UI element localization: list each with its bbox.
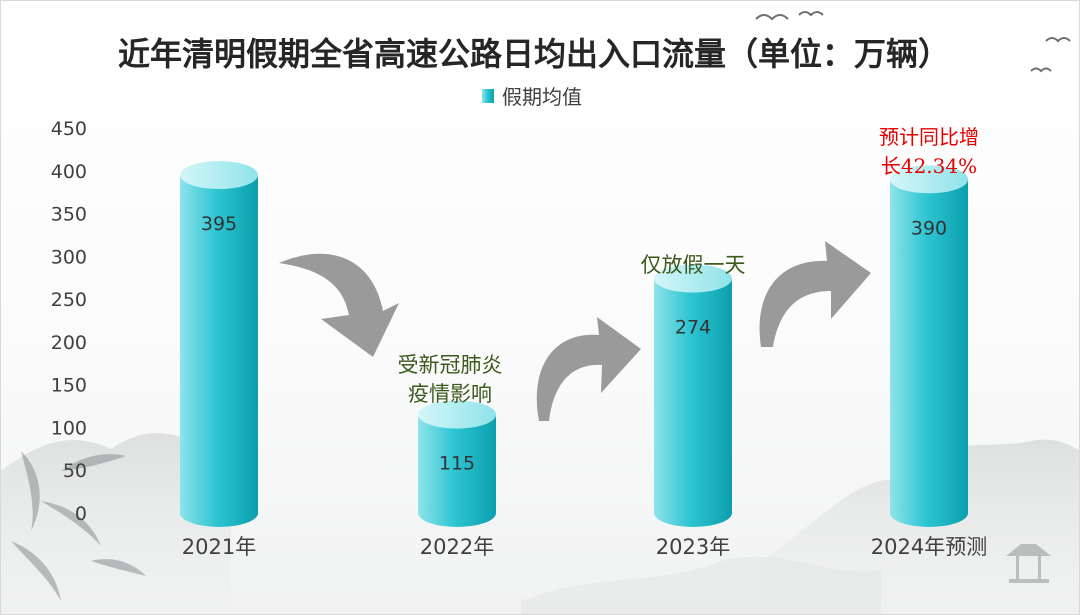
y-tick-label-7: 350 xyxy=(51,204,87,226)
y-tick-label-2: 100 xyxy=(51,417,87,439)
x-tick-label-3: 2024年预测 xyxy=(871,535,987,559)
legend-label: 假期均值 xyxy=(502,85,582,109)
y-tick-label-1: 50 xyxy=(63,460,87,482)
annotation-2-line-1: 长42.34% xyxy=(881,154,977,178)
annotation-1-line-0: 仅放假一天 xyxy=(641,253,746,277)
annotation-0-line-0: 受新冠肺炎 xyxy=(398,353,503,377)
birds xyxy=(755,11,1071,73)
bar-body-2 xyxy=(654,278,732,527)
y-tick-label-0: 0 xyxy=(75,503,87,525)
y-tick-label-8: 400 xyxy=(51,161,87,183)
bar-2: 274 2023年 xyxy=(654,264,732,559)
data-label-1: 115 xyxy=(439,453,475,475)
arrow-up-icon xyxy=(536,317,641,421)
bar-top-2 xyxy=(654,264,732,293)
bar-1: 115 2022年 xyxy=(418,400,496,559)
y-tick-label-6: 300 xyxy=(51,246,87,268)
bar-0: 395 2021年 xyxy=(180,161,258,559)
bar-body-1 xyxy=(418,414,496,527)
bar-body-3 xyxy=(890,179,968,528)
data-label-3: 390 xyxy=(911,217,947,239)
annotation-2-line-0: 预计同比增 xyxy=(879,125,979,149)
y-tick-label-9: 450 xyxy=(51,118,87,140)
bar-body-0 xyxy=(180,175,258,528)
bars: 395 2021年 115 2022年 274 2023年 390 2024年预测 xyxy=(180,161,987,559)
mountain-far xyxy=(521,556,881,614)
arrow-up-icon-2 xyxy=(759,241,871,347)
bamboo-leaves xyxy=(11,451,146,601)
annotation-0-line-1: 疫情影响 xyxy=(408,382,492,406)
bar-top-0 xyxy=(180,161,258,190)
data-label-2: 274 xyxy=(675,317,711,339)
legend: 假期均值 xyxy=(482,85,582,109)
trend-arrows xyxy=(279,241,871,421)
y-tick-label-3: 150 xyxy=(51,375,87,397)
bar-top-1 xyxy=(418,400,496,429)
background-scenery xyxy=(1,11,1079,614)
x-tick-label-0: 2021年 xyxy=(182,535,256,559)
chart-title: 近年清明假期全省高速公路日均出入口流量（单位：万辆） xyxy=(118,35,950,73)
bar-3: 390 2024年预测 xyxy=(871,165,987,559)
mountain-right xyxy=(761,439,1079,614)
legend-swatch xyxy=(482,89,494,103)
bar-top-3 xyxy=(890,165,968,194)
x-tick-label-1: 2022年 xyxy=(420,535,494,559)
pavilion xyxy=(1006,544,1051,583)
y-axis: 0 50 100 150 200 250 300 350 400 450 xyxy=(51,118,87,525)
y-tick-label-4: 200 xyxy=(51,332,87,354)
y-tick-label-5: 250 xyxy=(51,289,87,311)
x-tick-label-2: 2023年 xyxy=(656,535,730,559)
arrow-down-icon xyxy=(279,253,399,357)
mountain-left xyxy=(1,433,231,614)
data-label-0: 395 xyxy=(201,213,237,235)
